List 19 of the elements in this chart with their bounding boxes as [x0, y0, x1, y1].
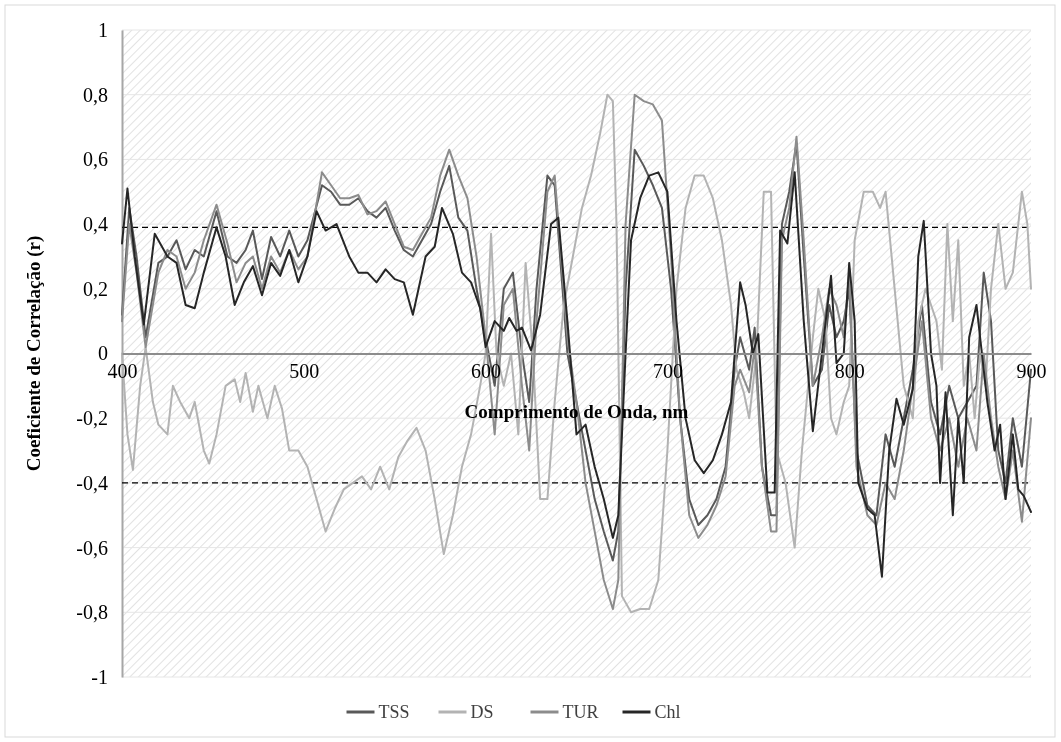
- y-tick-label: 0,6: [83, 148, 108, 171]
- y-tick-label: 0,8: [83, 83, 108, 106]
- x-tick-label: 400: [107, 359, 138, 382]
- legend-label: DS: [470, 702, 494, 722]
- y-tick-label: 0: [98, 342, 108, 365]
- y-tick-label: -0,2: [76, 407, 108, 430]
- legend-label: TSS: [378, 702, 410, 722]
- y-tick-label: -1: [91, 665, 108, 688]
- y-axis-title: Coeficiente de Correlação (r): [23, 235, 45, 472]
- x-tick-label: 500: [289, 359, 320, 382]
- legend-label: Chl: [654, 702, 681, 722]
- y-tick-label: -0,8: [76, 601, 108, 624]
- y-tick-label: 0,4: [83, 213, 108, 235]
- y-tick-label: -0,6: [76, 536, 108, 559]
- x-tick-label: 900: [1016, 359, 1047, 382]
- y-tick-label: -0,4: [76, 471, 108, 494]
- y-tick-label: 1: [98, 18, 108, 41]
- y-tick-label: 0,2: [83, 277, 108, 300]
- legend-label: TUR: [562, 702, 599, 722]
